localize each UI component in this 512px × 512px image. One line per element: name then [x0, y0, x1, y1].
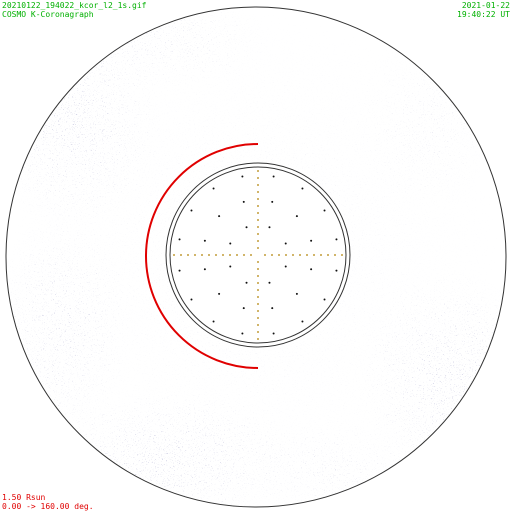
- grid-dot: [257, 324, 259, 326]
- grid-dot: [320, 254, 322, 256]
- grid-dot: [295, 215, 298, 218]
- grid-dot: [295, 292, 298, 295]
- grid-dot: [257, 317, 259, 319]
- grid-dot: [323, 298, 326, 301]
- grid-dot: [271, 307, 274, 310]
- filename: 20210122_194022_kcor_l2_1s.gif: [2, 1, 147, 10]
- instrument: COSMO K-Coronagraph: [2, 10, 94, 19]
- grid-dot: [292, 254, 294, 256]
- grid-dot: [212, 187, 215, 190]
- grid-dot: [341, 254, 343, 256]
- grid-dot: [268, 281, 271, 284]
- grid-dot: [327, 254, 329, 256]
- grid-dot: [257, 303, 259, 305]
- grid-dot: [178, 238, 181, 241]
- grid-dot: [310, 268, 313, 271]
- grid-dot: [236, 254, 238, 256]
- grid-dot: [257, 226, 259, 228]
- grid-dot: [335, 238, 338, 241]
- grid-dot: [306, 254, 308, 256]
- grid-dot: [178, 269, 181, 272]
- grid-dot: [257, 212, 259, 214]
- grid-dot: [257, 261, 259, 263]
- grid-dot: [257, 331, 259, 333]
- grid-dot: [229, 242, 232, 245]
- grid-dot: [187, 254, 189, 256]
- grid-dot: [218, 215, 221, 218]
- grid-dot: [257, 177, 259, 179]
- grid-dot: [271, 254, 273, 256]
- grid-dot: [243, 254, 245, 256]
- grid-dot: [257, 170, 259, 172]
- grid-dot: [242, 200, 245, 203]
- scale-label: 1.50 Rsun: [2, 493, 46, 502]
- grid-dot: [257, 233, 259, 235]
- grid-dot: [203, 268, 206, 271]
- grid-dot: [242, 307, 245, 310]
- grid-dot: [299, 254, 301, 256]
- grid-dot: [257, 219, 259, 221]
- grid-dot: [301, 320, 304, 323]
- grid-dot: [323, 209, 326, 212]
- grid-dot: [215, 254, 217, 256]
- grid-dot: [285, 254, 287, 256]
- grid-dot: [257, 268, 259, 270]
- grid-dot: [257, 296, 259, 298]
- grid-dot: [218, 292, 221, 295]
- grid-dot: [241, 175, 244, 178]
- grid-dot: [180, 254, 182, 256]
- scale-arc: [145, 143, 259, 369]
- grid-dot: [194, 254, 196, 256]
- coordinate-grid: [173, 170, 343, 340]
- grid-dot: [190, 209, 193, 212]
- grid-dot: [313, 254, 315, 256]
- grid-dot: [245, 226, 248, 229]
- grid-dot: [208, 254, 210, 256]
- grid-dot: [212, 320, 215, 323]
- grid-dot: [264, 254, 266, 256]
- grid-dot: [271, 200, 274, 203]
- grid-dot: [190, 298, 193, 301]
- grid-dot: [203, 239, 206, 242]
- grid-dot: [257, 310, 259, 312]
- grid-dot: [257, 191, 259, 193]
- grid-dot: [301, 187, 304, 190]
- grid-dot: [173, 254, 175, 256]
- field-edge: [5, 6, 507, 508]
- grid-dot: [257, 184, 259, 186]
- grid-dot: [250, 254, 252, 256]
- grid-dot: [257, 205, 259, 207]
- grid-dot: [310, 239, 313, 242]
- grid-dot: [257, 289, 259, 291]
- grid-dot: [257, 198, 259, 200]
- grid-dot: [229, 254, 231, 256]
- grid-dot: [222, 254, 224, 256]
- solar-limb: [169, 166, 347, 344]
- grid-dot: [229, 265, 232, 268]
- date: 2021-01-22: [462, 1, 510, 10]
- grid-dot: [245, 281, 248, 284]
- grid-dot: [257, 275, 259, 277]
- grid-dot: [335, 269, 338, 272]
- grid-dot: [241, 332, 244, 335]
- grid-dot: [201, 254, 203, 256]
- grid-dot: [334, 254, 336, 256]
- grid-dot: [268, 226, 271, 229]
- range-label: 0.00 -> 160.00 deg.: [2, 502, 94, 511]
- occulter: [165, 162, 351, 348]
- grid-dot: [284, 242, 287, 245]
- grid-dot: [257, 282, 259, 284]
- time: 19:40:22 UT: [457, 10, 510, 19]
- grid-dot: [257, 240, 259, 242]
- grid-dot: [272, 175, 275, 178]
- grid-dot: [272, 332, 275, 335]
- grid-dot: [257, 247, 259, 249]
- grid-dot: [284, 265, 287, 268]
- grid-dot: [278, 254, 280, 256]
- grid-dot: [257, 338, 259, 340]
